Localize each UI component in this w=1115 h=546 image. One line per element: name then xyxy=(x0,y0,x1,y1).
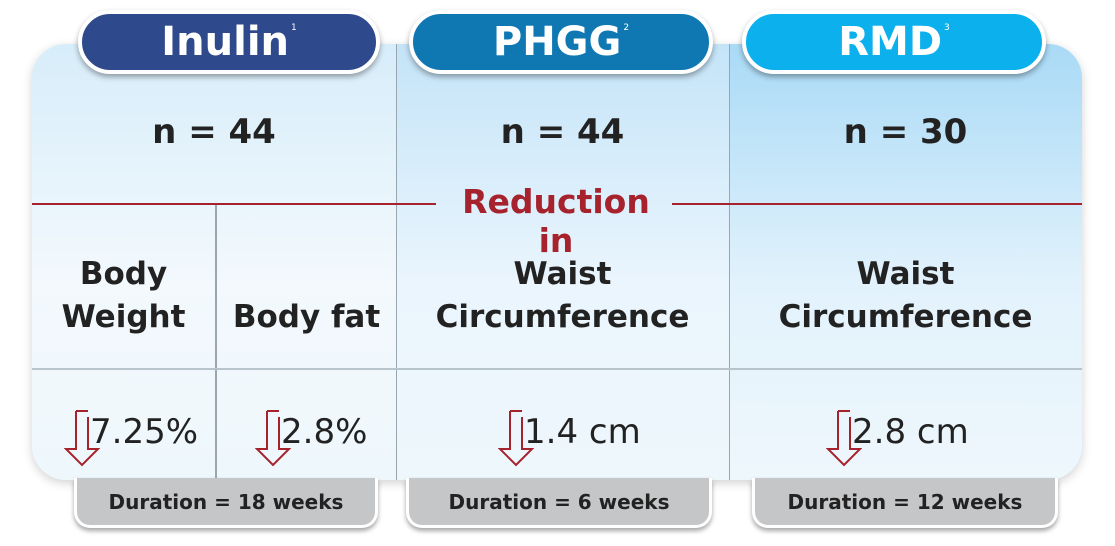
inulin-subdivider xyxy=(215,205,217,480)
reduction-divider-right xyxy=(672,203,1082,205)
row-divider xyxy=(32,368,1082,370)
header-inulin-ref: 1 xyxy=(291,23,297,33)
header-inulin: Inulin 1 xyxy=(78,10,380,74)
down-arrow-icon xyxy=(826,410,862,467)
sample-size-inulin: n = 44 xyxy=(152,112,276,152)
header-rmd-ref: 3 xyxy=(944,23,950,33)
duration-inulin: Duration = 18 weeks xyxy=(74,478,378,528)
metric-label-body-weight: Body Weight xyxy=(32,253,215,339)
value-text: 7.25% xyxy=(90,412,199,452)
header-phgg-ref: 2 xyxy=(623,23,630,33)
down-arrow-icon xyxy=(64,410,100,467)
reduction-divider-left xyxy=(32,203,436,205)
value-body-fat: 2.8% xyxy=(255,403,368,467)
metric-line: Waist xyxy=(856,256,955,292)
value-waist-phgg: 1.4 cm xyxy=(498,403,641,467)
column-inulin xyxy=(32,44,396,480)
value-text: 2.8 cm xyxy=(852,412,969,452)
reduction-label: Reduction in xyxy=(462,182,650,260)
value-text: 2.8% xyxy=(281,412,368,452)
metric-line: Weight xyxy=(61,299,186,335)
header-phgg-label: PHGG xyxy=(492,19,622,65)
value-text: 1.4 cm xyxy=(524,412,641,452)
header-rmd-label: RMD xyxy=(838,19,943,65)
metric-label-body-fat: Body fat xyxy=(217,296,396,339)
comparison-panel xyxy=(32,44,1082,480)
metric-line: Circumference xyxy=(778,299,1033,335)
metric-line: Body fat xyxy=(232,299,381,335)
value-body-weight: 7.25% xyxy=(64,403,199,467)
metric-line: Waist xyxy=(513,256,612,292)
column-rmd xyxy=(729,44,1082,480)
duration-rmd: Duration = 12 weeks xyxy=(752,478,1058,528)
down-arrow-icon xyxy=(498,410,534,467)
sample-size-phgg: n = 44 xyxy=(500,112,625,152)
metric-line: Circumference xyxy=(435,299,690,335)
metric-line: Body xyxy=(79,256,168,292)
value-waist-rmd: 2.8 cm xyxy=(826,403,969,467)
header-phgg: PHGG 2 xyxy=(409,10,713,74)
column-phgg xyxy=(396,44,730,480)
down-arrow-icon xyxy=(255,410,291,467)
header-rmd: RMD 3 xyxy=(742,10,1046,74)
metric-label-waist-phgg: Waist Circumference xyxy=(396,253,729,339)
duration-phgg: Duration = 6 weeks xyxy=(406,478,712,528)
sample-size-rmd: n = 30 xyxy=(843,112,968,152)
metric-label-waist-rmd: Waist Circumference xyxy=(729,253,1082,339)
header-inulin-label: Inulin xyxy=(161,19,289,65)
